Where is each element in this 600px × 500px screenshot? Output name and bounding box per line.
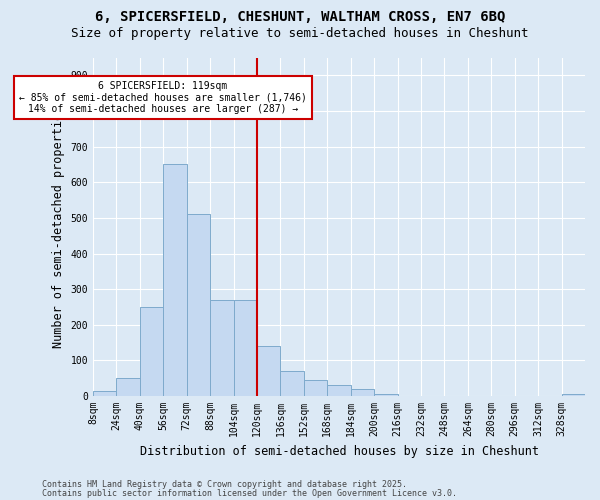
Bar xyxy=(562,394,585,396)
Bar xyxy=(187,214,210,396)
Text: 6 SPICERSFIELD: 119sqm
← 85% of semi-detached houses are smaller (1,746)
14% of : 6 SPICERSFIELD: 119sqm ← 85% of semi-det… xyxy=(19,81,307,114)
Bar xyxy=(304,380,328,396)
Bar xyxy=(163,164,187,396)
Bar xyxy=(351,389,374,396)
Text: Size of property relative to semi-detached houses in Cheshunt: Size of property relative to semi-detach… xyxy=(71,28,529,40)
Bar xyxy=(280,371,304,396)
Y-axis label: Number of semi-detached properties: Number of semi-detached properties xyxy=(52,106,65,348)
X-axis label: Distribution of semi-detached houses by size in Cheshunt: Distribution of semi-detached houses by … xyxy=(140,444,539,458)
Bar xyxy=(116,378,140,396)
Bar xyxy=(233,300,257,396)
Text: Contains HM Land Registry data © Crown copyright and database right 2025.: Contains HM Land Registry data © Crown c… xyxy=(42,480,407,489)
Bar xyxy=(140,307,163,396)
Bar xyxy=(328,386,351,396)
Text: 6, SPICERSFIELD, CHESHUNT, WALTHAM CROSS, EN7 6BQ: 6, SPICERSFIELD, CHESHUNT, WALTHAM CROSS… xyxy=(95,10,505,24)
Bar xyxy=(374,394,398,396)
Bar xyxy=(210,300,233,396)
Text: Contains public sector information licensed under the Open Government Licence v3: Contains public sector information licen… xyxy=(42,488,457,498)
Bar xyxy=(93,390,116,396)
Bar xyxy=(257,346,280,396)
